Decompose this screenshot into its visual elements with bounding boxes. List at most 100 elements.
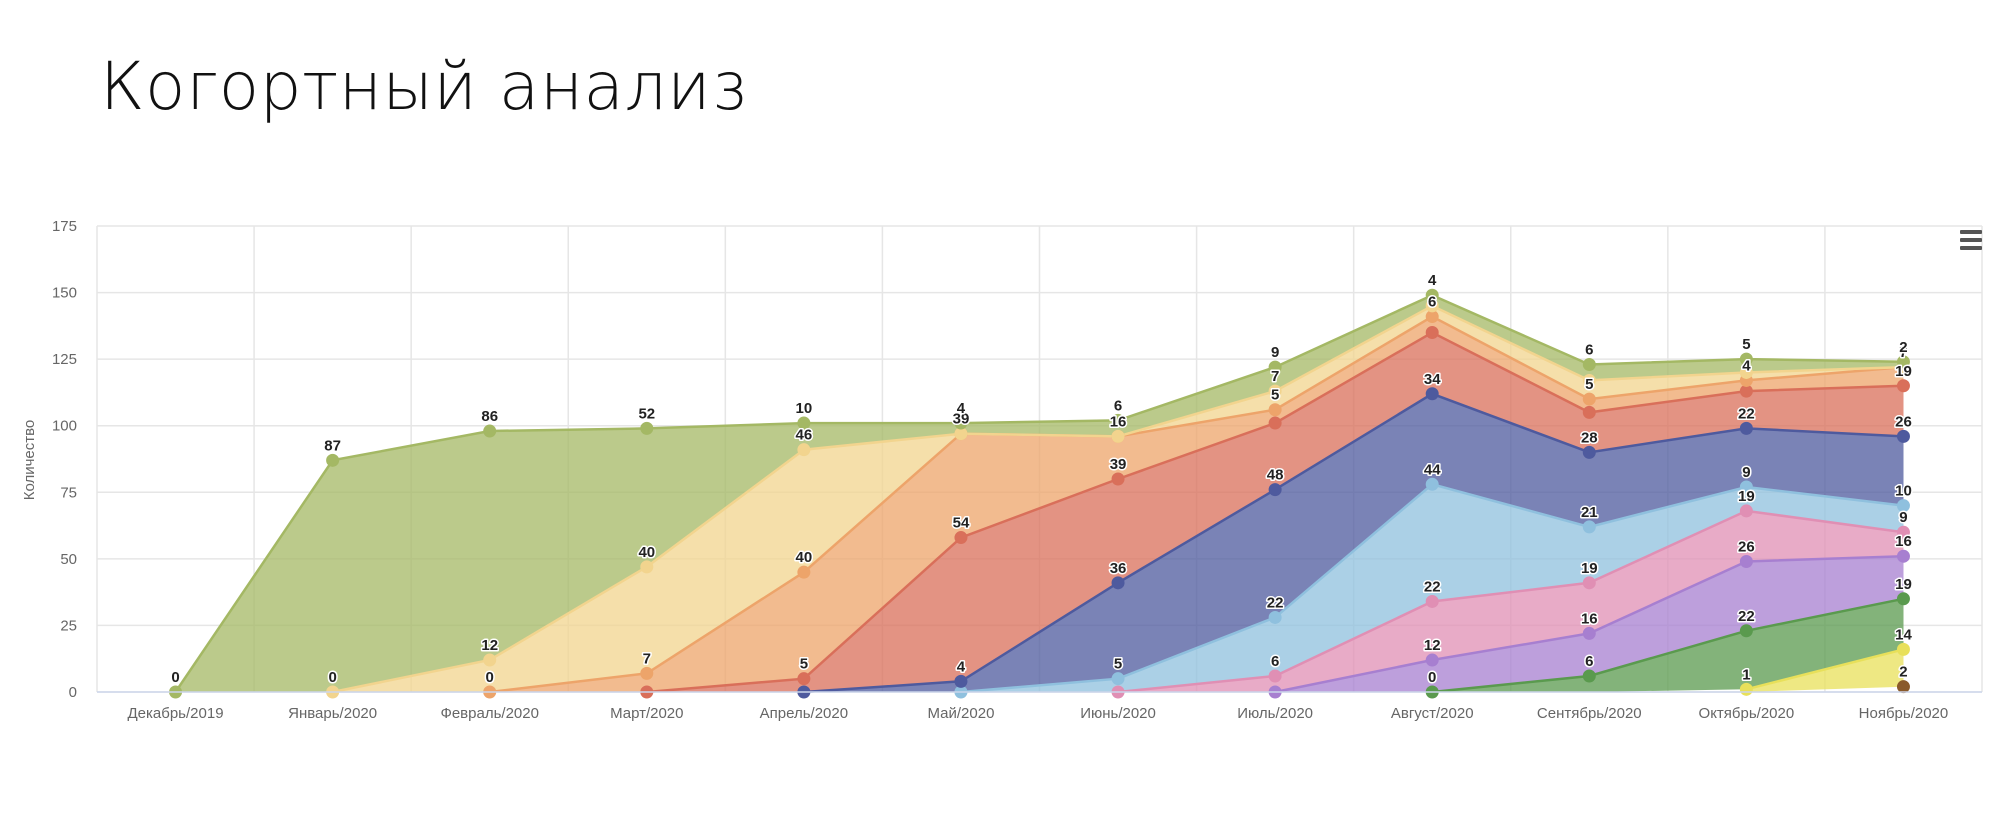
data-label: 5	[1114, 656, 1122, 673]
data-point	[797, 416, 811, 430]
data-label: 6	[1428, 294, 1436, 311]
data-point	[1111, 672, 1125, 686]
data-point	[1896, 642, 1910, 656]
series-area	[175, 295, 1904, 692]
x-tick-label: Июнь/2020	[1080, 705, 1156, 722]
y-tick-label: 100	[52, 418, 77, 435]
y-tick-label: 175	[52, 218, 77, 235]
data-label: 22	[1738, 608, 1755, 625]
data-label: 6	[1585, 653, 1593, 670]
x-tick-label: Июль/2020	[1237, 705, 1313, 722]
data-point	[1896, 592, 1910, 606]
data-label: 19	[1581, 560, 1598, 577]
data-point	[1425, 326, 1439, 340]
data-label: 19	[1895, 363, 1912, 380]
data-point	[954, 674, 968, 688]
series-area	[1432, 598, 1904, 692]
data-point	[1896, 429, 1910, 443]
data-label: 54	[953, 515, 970, 532]
data-point	[954, 416, 968, 430]
chart-markers	[169, 288, 1910, 699]
series-line	[174, 293, 1904, 693]
data-label: 4	[957, 658, 966, 675]
data-point	[797, 672, 811, 686]
data-label: 7	[1271, 368, 1279, 385]
data-point	[1268, 360, 1282, 374]
series-area	[646, 332, 1904, 692]
data-point	[1582, 520, 1596, 534]
data-label: 7	[643, 650, 651, 667]
data-label: 26	[1895, 413, 1912, 430]
data-label: 10	[796, 400, 813, 417]
hamburger-menu-icon[interactable]	[1960, 230, 1982, 250]
data-point	[1268, 610, 1282, 624]
data-point	[1111, 576, 1125, 590]
series-line	[803, 392, 1904, 694]
data-label: 46	[796, 427, 813, 444]
data-point	[797, 565, 811, 579]
series-area	[489, 316, 1904, 692]
data-label: 7	[1899, 344, 1907, 361]
data-point	[1739, 365, 1753, 379]
data-label: 1	[1742, 666, 1750, 683]
series-area	[1118, 510, 1904, 692]
data-point	[1111, 413, 1125, 427]
data-point	[1111, 429, 1125, 443]
data-label: 0	[486, 669, 494, 686]
data-point	[1268, 416, 1282, 430]
data-point	[1582, 405, 1596, 419]
y-tick-label: 125	[52, 351, 77, 368]
x-tick-label: Январь/2020	[288, 705, 377, 722]
data-label: 5	[1742, 336, 1750, 353]
data-point	[1425, 477, 1439, 491]
y-tick-label: 150	[52, 285, 77, 302]
data-label: 9	[1899, 509, 1907, 526]
data-point	[1739, 624, 1753, 638]
data-point	[1425, 387, 1439, 401]
data-label: 6	[1114, 397, 1122, 414]
series-area	[1275, 556, 1904, 692]
x-tick-label: Май/2020	[927, 705, 994, 722]
data-label: 22	[1267, 594, 1284, 611]
data-label: 14	[1895, 626, 1912, 643]
series-line	[489, 315, 1904, 694]
y-tick-label: 75	[60, 484, 77, 501]
data-point	[1425, 594, 1439, 608]
data-point	[1582, 445, 1596, 459]
data-label: 0	[1428, 669, 1436, 686]
x-tick-label: Сентябрь/2020	[1537, 705, 1642, 722]
data-label: 12	[1424, 637, 1441, 654]
series-area	[803, 393, 1904, 692]
data-label: 19	[1895, 576, 1912, 593]
data-point	[1896, 379, 1910, 393]
data-point	[1268, 384, 1282, 398]
data-label: 5	[1271, 387, 1279, 404]
chart-areas	[175, 295, 1904, 692]
x-tick-label: Август/2020	[1391, 705, 1474, 722]
data-label: 0	[171, 669, 179, 686]
data-label: 40	[638, 544, 655, 561]
y-tick-label: 50	[60, 551, 77, 568]
data-label: 2	[1899, 664, 1907, 681]
data-label: 21	[1581, 504, 1598, 521]
data-label: 22	[1424, 578, 1441, 595]
data-point	[1896, 525, 1910, 539]
data-point	[1739, 504, 1753, 518]
data-label: 39	[953, 411, 970, 428]
data-point	[1268, 483, 1282, 497]
y-axis-title: Количество	[21, 420, 38, 501]
data-label: 86	[481, 408, 498, 425]
data-label: 52	[638, 405, 655, 422]
y-tick-label: 0	[69, 684, 77, 701]
data-point	[640, 560, 654, 574]
x-tick-label: Март/2020	[610, 705, 683, 722]
data-point	[1739, 352, 1753, 366]
data-point	[1268, 403, 1282, 417]
data-label: 9	[1742, 464, 1750, 481]
y-tick-label: 25	[60, 617, 77, 634]
data-label: 26	[1738, 539, 1755, 556]
x-tick-label: Октябрь/2020	[1699, 705, 1795, 722]
data-label: 5	[800, 656, 808, 673]
